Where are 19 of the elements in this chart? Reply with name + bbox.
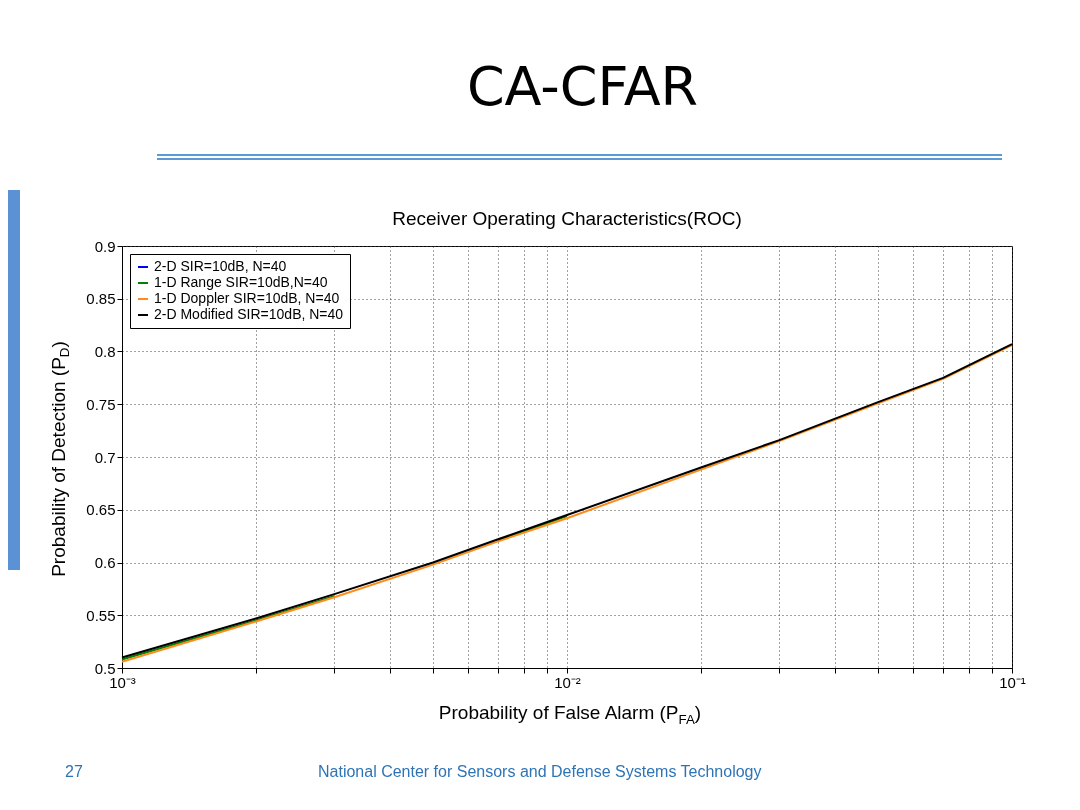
y-tick-label: 0.65 (86, 501, 116, 519)
y-tick-label: 0.75 (86, 395, 116, 413)
y-tick-label: 0.8 (94, 343, 116, 360)
legend-label: 2-D SIR=10dB, N=40 (154, 258, 287, 274)
y-tick-label: 0.55 (86, 606, 116, 624)
x-axis-title: Probability of False Alarm (P$_{FA}$) (437, 702, 703, 727)
text: 27 (65, 763, 83, 781)
legend-label: 2-D Modified SIR=10dB, N=40 (154, 306, 344, 322)
legend-label: 1-D Range SIR=10dB,N=40 (154, 274, 328, 290)
y-tick-label: 0.7 (94, 448, 116, 466)
x-tick-label: 10⁻² (554, 673, 581, 691)
x-tick-label: 10⁻¹ (999, 673, 1026, 691)
chart-title: CA-CFAR (465, 55, 700, 118)
legend-label: 1-D Doppler SIR=10dB, N=40 (154, 290, 340, 306)
y-tick-label: 0.85 (86, 290, 116, 308)
y-tick-label: 0.6 (94, 554, 116, 571)
y-tick-label: 0.9 (94, 237, 116, 255)
text: National Center for Sensors and Defense Systems Technology (318, 763, 762, 781)
chart-subtitle: Receiver Operating Characteristics(ROC) (392, 208, 742, 229)
